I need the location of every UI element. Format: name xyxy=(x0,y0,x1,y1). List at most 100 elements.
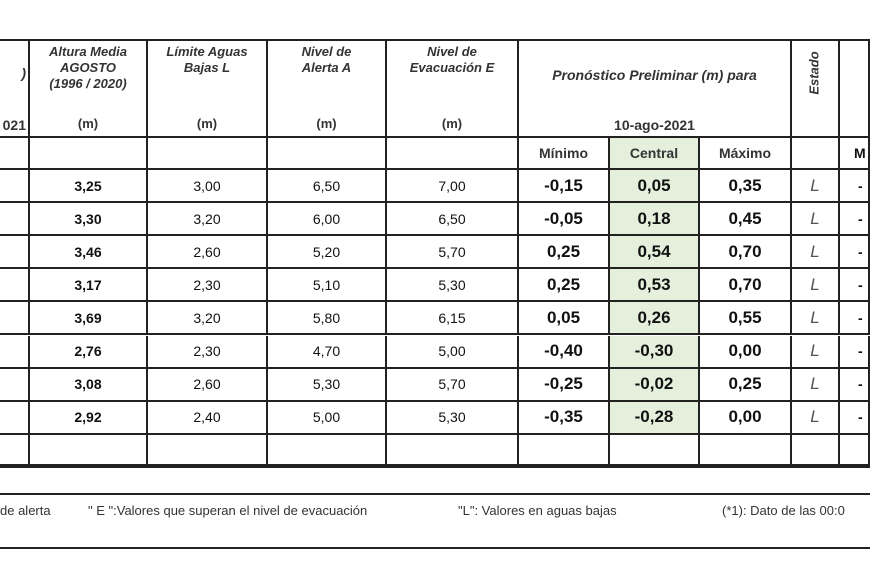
estado-label: Estado xyxy=(807,51,822,95)
cell: 3,30 xyxy=(30,203,148,237)
cell-value: 7,00 xyxy=(438,177,466,194)
cell-value: 0,55 xyxy=(728,307,762,327)
cell: 0,25 xyxy=(519,269,610,303)
header-line: Nivel de xyxy=(301,44,352,59)
cell: 2,60 xyxy=(148,368,268,402)
cell-value: 0,70 xyxy=(728,241,762,261)
cell-value: -0,40 xyxy=(544,341,583,361)
header-line: Bajas L xyxy=(183,60,231,75)
cell: - xyxy=(840,368,870,402)
cell: L xyxy=(792,170,840,204)
header-line: AGOSTO xyxy=(59,60,117,75)
cell: 5,30 xyxy=(387,401,519,435)
cell-value: 3,00 xyxy=(193,177,221,194)
cell: - xyxy=(840,203,870,237)
cell: -0,25 xyxy=(519,368,610,402)
cell-value: L xyxy=(810,307,820,327)
cell xyxy=(387,434,519,466)
cell: L xyxy=(792,401,840,435)
cell xyxy=(30,434,148,466)
header-cell xyxy=(840,41,870,138)
cell-value: 6,15 xyxy=(438,309,466,326)
cell xyxy=(0,269,30,303)
cell: - xyxy=(840,302,870,336)
cell-value: -0,35 xyxy=(544,407,583,427)
cell xyxy=(387,138,519,170)
cell-value: 0,53 xyxy=(637,274,671,294)
header-cell: ) 021 xyxy=(0,41,30,138)
cell: - xyxy=(840,401,870,435)
cell-value: - xyxy=(858,210,863,227)
cell-value: 5,00 xyxy=(312,409,341,426)
cell-value: L xyxy=(810,241,820,261)
rule xyxy=(0,39,870,41)
cell: 3,08 xyxy=(30,368,148,402)
note: de alerta xyxy=(0,503,51,518)
cell xyxy=(0,203,30,237)
cell: 2,40 xyxy=(148,401,268,435)
cell-value: 5,70 xyxy=(438,376,466,393)
cell: 2,92 xyxy=(30,401,148,435)
cell: 4,70 xyxy=(268,335,387,369)
cell: 0,25 xyxy=(700,368,792,402)
cell xyxy=(0,335,30,369)
header-title: Altura Media AGOSTO (1996 / 2020) xyxy=(49,44,127,92)
cell-value: 0,00 xyxy=(728,407,762,427)
rule xyxy=(0,547,870,549)
cell: 5,30 xyxy=(268,368,387,402)
cell-value: 3,69 xyxy=(74,309,102,326)
cell xyxy=(840,434,870,466)
cell: 0,18 xyxy=(610,203,700,237)
cell: 6,50 xyxy=(268,170,387,204)
cell: 0,35 xyxy=(700,170,792,204)
cell-value: L xyxy=(810,341,820,361)
cell: 3,00 xyxy=(148,170,268,204)
subheader-text: Mínimo xyxy=(539,145,588,161)
cell-value: 0,70 xyxy=(728,274,762,294)
cell-value: 3,08 xyxy=(74,376,102,393)
cell: 6,15 xyxy=(387,302,519,336)
cell: 3,20 xyxy=(148,203,268,237)
cell-value: 2,40 xyxy=(193,409,221,426)
cell-value: 0,54 xyxy=(637,241,671,261)
cell-value: 4,70 xyxy=(312,343,341,360)
cell-value: 6,00 xyxy=(312,210,341,227)
cell-value: 3,17 xyxy=(74,276,102,293)
cell-value: 0,35 xyxy=(728,175,762,195)
header-line: Alerta A xyxy=(301,60,352,75)
cell: 0,05 xyxy=(519,302,610,336)
note: (*1): Dato de las 00:0 xyxy=(722,503,845,518)
cell-value: L xyxy=(810,274,820,294)
forecast-header: Pronóstico Preliminar (m) para 10-ago-202… xyxy=(519,41,792,138)
cell: 3,17 xyxy=(30,269,148,303)
cell: 2,30 xyxy=(148,269,268,303)
cell-value: 0,25 xyxy=(728,374,762,394)
header-line: (1996 / 2020) xyxy=(49,76,127,91)
cell-value: 5,20 xyxy=(312,243,341,260)
cell: 6,00 xyxy=(268,203,387,237)
cell-value: 6,50 xyxy=(438,210,466,227)
cell: - xyxy=(840,170,870,204)
cell-value: -0,15 xyxy=(544,175,583,195)
cell xyxy=(792,138,840,170)
cell xyxy=(519,434,610,466)
cell: 0,55 xyxy=(700,302,792,336)
cell: - xyxy=(840,269,870,303)
header-unit: (m) xyxy=(441,116,463,131)
cell: 5,80 xyxy=(268,302,387,336)
cell xyxy=(0,138,30,170)
cell xyxy=(30,138,148,170)
cell-value: 2,92 xyxy=(74,409,102,426)
cell: 5,70 xyxy=(387,236,519,270)
cell: -0,30 xyxy=(610,335,700,369)
cell-value: 2,76 xyxy=(74,343,102,360)
cell: 0,45 xyxy=(700,203,792,237)
cell: M xyxy=(840,138,870,170)
header-cell: Nivel de Alerta A (m) xyxy=(268,41,387,138)
cell-value: 0,05 xyxy=(546,307,581,327)
cell xyxy=(268,434,387,466)
rule xyxy=(0,465,870,468)
cell-value: 2,60 xyxy=(193,376,221,393)
cell: 3,20 xyxy=(148,302,268,336)
